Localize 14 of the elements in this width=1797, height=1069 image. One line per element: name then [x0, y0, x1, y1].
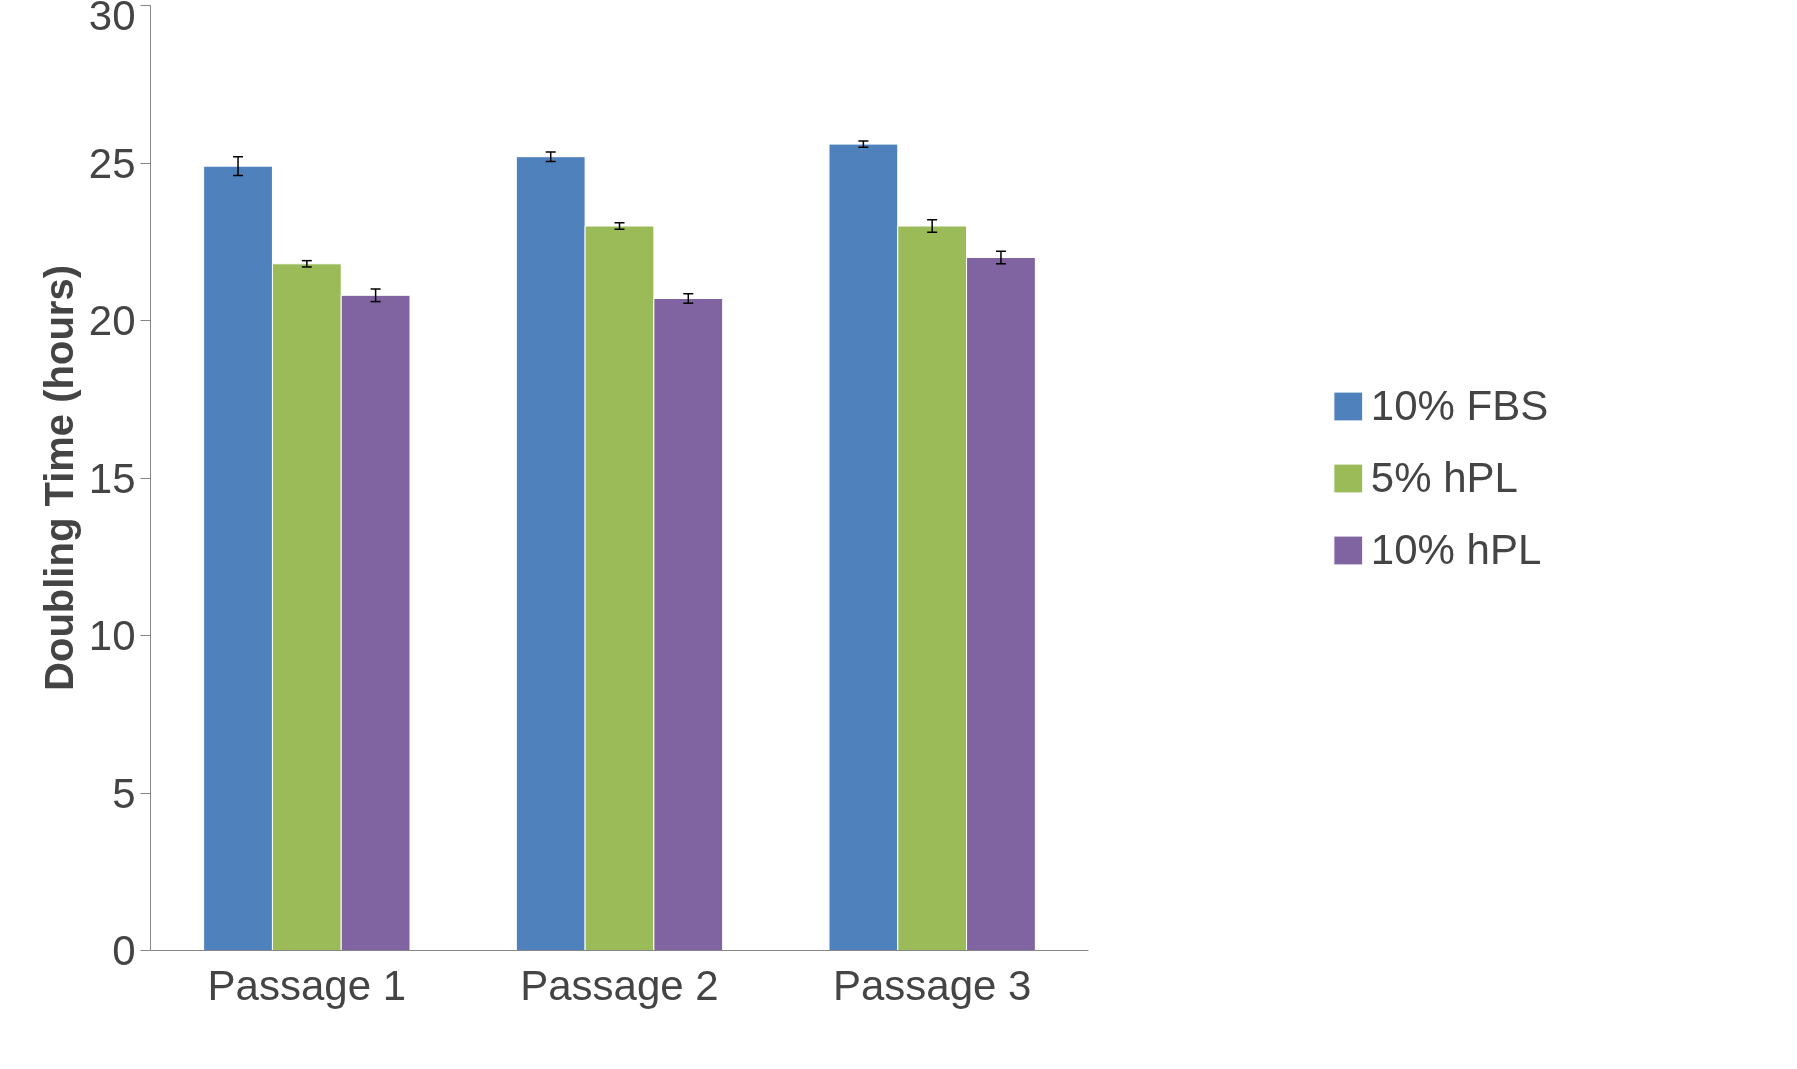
x-tick-label: Passage 1: [207, 961, 407, 1009]
y-axis-title: Doubling Time (hours): [36, 265, 81, 691]
y-tick-label: 30: [88, 0, 136, 39]
legend-label: 5% hPL: [1370, 453, 1518, 502]
legend-label: 10% FBS: [1370, 381, 1549, 430]
y-tick-label: 20: [88, 297, 136, 344]
x-tick-label: Passage 3: [832, 961, 1032, 1009]
y-tick-label: 10: [88, 612, 136, 659]
x-tick-label: Passage 2: [520, 961, 719, 1009]
y-tick-label: 15: [88, 454, 136, 502]
y-tick-label: 25: [88, 139, 136, 187]
y-tick-label: 0: [112, 927, 136, 974]
y-tick-label: 5: [112, 769, 136, 817]
legend-label: 10% hPL: [1370, 525, 1542, 574]
